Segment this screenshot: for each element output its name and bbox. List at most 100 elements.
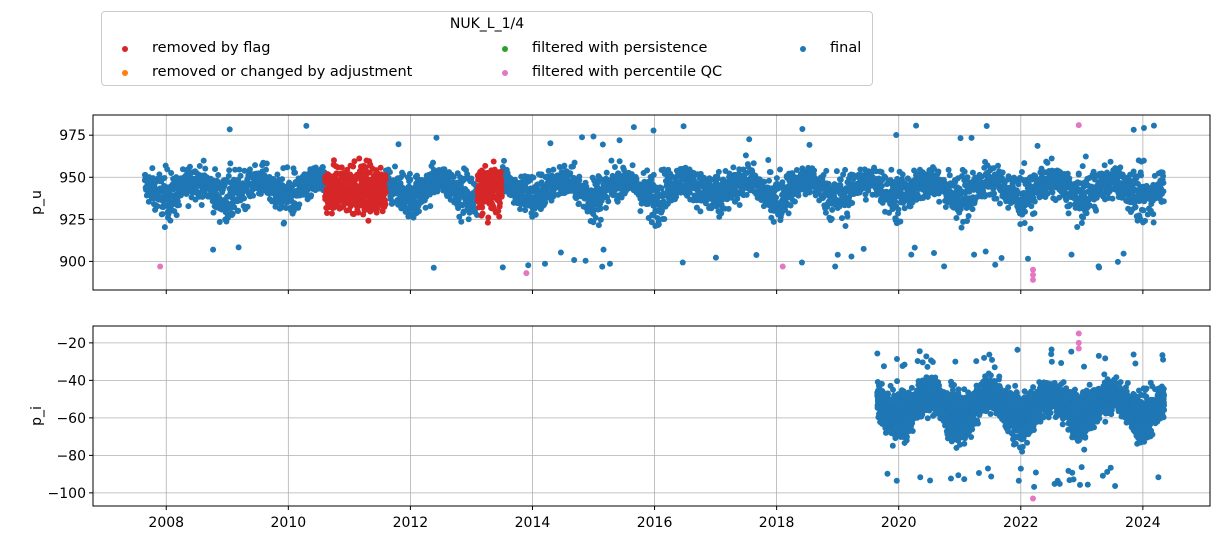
final-point — [765, 157, 772, 164]
final-point — [799, 125, 806, 132]
y-tick-label: 950 — [59, 170, 86, 186]
final-point — [232, 166, 239, 173]
final-point — [793, 166, 800, 173]
legend-marker — [502, 70, 508, 76]
final-point — [908, 251, 915, 258]
final-point — [893, 132, 900, 139]
final-point — [212, 166, 219, 173]
final-point — [740, 166, 747, 173]
final-point — [679, 259, 686, 266]
flag-point — [482, 162, 489, 169]
final-point — [605, 198, 612, 205]
final-point — [236, 166, 243, 173]
final-point — [761, 178, 768, 185]
percentile-qc-point — [1029, 266, 1036, 273]
final-point — [173, 212, 180, 219]
final-point — [829, 206, 836, 213]
final-point — [773, 194, 780, 201]
final-point — [430, 264, 437, 271]
legend-label: final — [830, 40, 862, 56]
legend-label: removed by flag — [152, 40, 271, 56]
final-point — [1080, 214, 1087, 221]
final-point — [1109, 195, 1116, 202]
final-point — [468, 175, 475, 182]
final-point — [427, 203, 434, 210]
final-point — [284, 164, 291, 171]
final-point — [712, 254, 719, 261]
final-point — [718, 210, 725, 217]
final-point — [395, 141, 402, 148]
final-point — [779, 179, 786, 186]
final-point — [567, 170, 574, 177]
flag-point — [485, 214, 492, 221]
final-point — [842, 222, 849, 229]
series-final — [874, 346, 1168, 490]
final-point — [168, 170, 175, 177]
final-point — [743, 191, 750, 198]
final-point — [1067, 201, 1074, 208]
final-point — [673, 193, 680, 200]
final-point — [878, 182, 885, 189]
final-point — [1150, 122, 1157, 129]
final-point — [541, 260, 548, 267]
final-point — [296, 201, 303, 208]
final-point — [714, 175, 721, 182]
final-point — [237, 172, 244, 179]
final-point — [517, 206, 524, 213]
final-point — [773, 175, 780, 182]
final-point — [1140, 207, 1147, 214]
flag-point — [496, 200, 503, 207]
final-point — [149, 165, 156, 172]
final-point — [386, 169, 393, 176]
final-point — [767, 169, 774, 176]
flag-point — [365, 217, 372, 224]
flag-point — [356, 155, 363, 162]
final-point — [983, 122, 990, 129]
series-final — [141, 122, 1167, 271]
final-point — [292, 169, 299, 176]
final-point — [392, 163, 399, 170]
final-point — [750, 160, 757, 167]
final-point — [971, 251, 978, 258]
final-point — [957, 135, 964, 142]
final-point — [911, 167, 918, 174]
final-point — [250, 192, 257, 199]
final-point — [532, 211, 539, 218]
final-point — [620, 166, 627, 173]
final-point — [1044, 190, 1051, 197]
flag-point — [382, 172, 389, 179]
flag-point — [382, 176, 389, 183]
final-point — [161, 224, 168, 231]
final-point — [1083, 210, 1090, 217]
final-point — [244, 203, 251, 210]
final-point — [659, 207, 666, 214]
final-point — [1101, 162, 1108, 169]
final-point — [661, 216, 668, 223]
flag-point — [496, 213, 503, 220]
percentile-qc-point — [779, 263, 786, 270]
data-area — [141, 122, 1167, 283]
final-point — [215, 172, 222, 179]
axes-frame — [92, 114, 1211, 291]
final-point — [611, 164, 618, 171]
final-point — [650, 127, 657, 134]
final-point — [833, 168, 840, 175]
final-point — [616, 158, 623, 165]
final-point — [996, 200, 1003, 207]
final-point — [980, 187, 987, 194]
flag-point — [484, 219, 491, 226]
final-point — [1160, 188, 1167, 195]
final-point — [1090, 168, 1097, 175]
final-point — [1005, 204, 1012, 211]
final-point — [842, 166, 849, 173]
final-point — [734, 195, 741, 202]
final-point — [885, 391, 892, 398]
final-point — [942, 203, 949, 210]
final-point — [557, 249, 564, 256]
percentile-qc-point — [523, 270, 530, 277]
final-point — [633, 176, 640, 183]
final-point — [455, 195, 462, 202]
final-point — [1095, 263, 1102, 270]
y-tick-label: 900 — [59, 254, 86, 270]
